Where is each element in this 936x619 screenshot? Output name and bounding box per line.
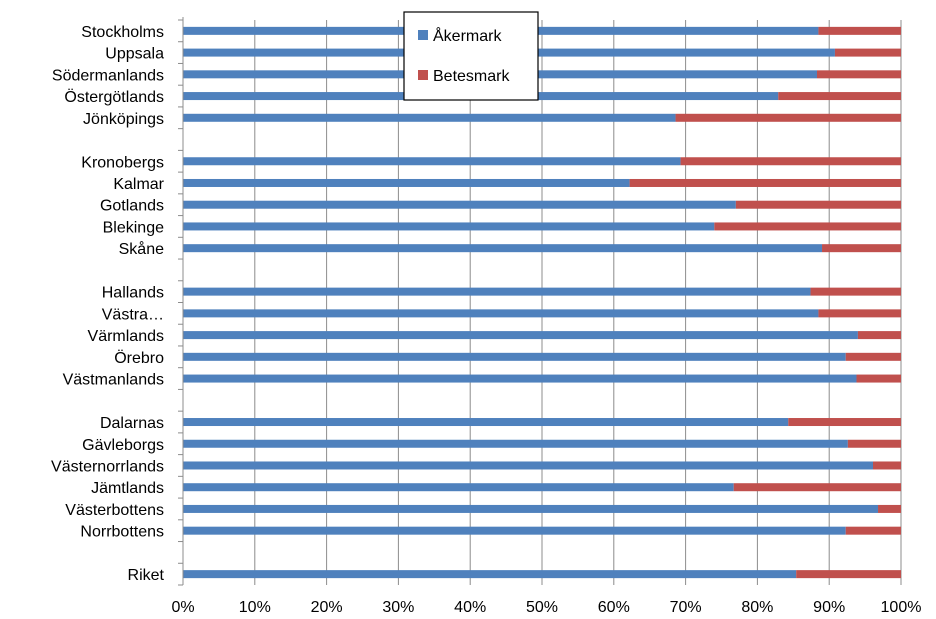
category-label: Värmlands <box>88 328 164 345</box>
category-label: Hallands <box>102 285 164 302</box>
bar-segment <box>796 570 901 578</box>
bar-segment <box>183 157 681 165</box>
legend-label-betesmark: Betesmark <box>433 68 510 85</box>
legend-swatch-akermark <box>418 30 428 40</box>
bar-segment <box>183 309 818 317</box>
bar-segment <box>822 244 901 252</box>
bar-segment <box>183 222 714 230</box>
x-tick-label: 90% <box>813 599 845 616</box>
category-label: Västerbottens <box>65 502 164 519</box>
bar-segment <box>183 114 676 122</box>
category-label: Gotlands <box>100 198 164 215</box>
bar-segment <box>676 114 901 122</box>
category-label: Riket <box>128 567 165 584</box>
bar-segment <box>817 70 901 78</box>
bar-segment <box>183 418 788 426</box>
category-labels: Stockholms Uppsala Södermanlands Östergötla… <box>51 24 165 584</box>
bar-segment <box>848 440 901 448</box>
x-tick-label: 40% <box>454 599 486 616</box>
bar-segment <box>846 353 901 361</box>
bar-segment <box>183 440 848 448</box>
bar-segment <box>183 461 873 469</box>
category-label: Östergötlands <box>64 88 164 106</box>
bar-segment <box>183 527 846 535</box>
legend-box <box>404 12 538 100</box>
bar-segment <box>183 331 858 339</box>
bar-segment <box>856 375 901 383</box>
category-label: Kronobergs <box>81 154 164 171</box>
category-label: Västra… <box>102 306 164 323</box>
x-tick-label: 80% <box>741 599 773 616</box>
bar-segment <box>846 527 901 535</box>
category-label: Uppsala <box>105 46 164 63</box>
category-label: Södermanlands <box>52 67 164 84</box>
category-label: Stockholms <box>81 24 164 41</box>
category-label: Norrbottens <box>80 524 164 541</box>
bar-segment <box>183 353 846 361</box>
bar-segment <box>873 461 901 469</box>
bar-segment <box>714 222 901 230</box>
bar-segment <box>183 483 734 491</box>
x-tick-label: 20% <box>311 599 343 616</box>
bar-segment <box>778 92 901 100</box>
bar-segment <box>788 418 901 426</box>
category-label: Skåne <box>119 240 164 258</box>
gridlines <box>183 20 901 585</box>
category-label: Västmanlands <box>63 372 164 389</box>
axes <box>178 17 183 585</box>
x-tick-label: 10% <box>239 599 271 616</box>
bar-segment <box>811 288 901 296</box>
x-tick-label: 60% <box>598 599 630 616</box>
bar-segment <box>183 375 856 383</box>
bar-segment <box>681 157 901 165</box>
bar-segment <box>183 288 811 296</box>
category-label: Blekinge <box>103 219 164 236</box>
bar-segment <box>183 201 736 209</box>
category-label: Jönköpings <box>83 111 164 128</box>
x-tick-label: 70% <box>670 599 702 616</box>
bar-segment <box>183 244 822 252</box>
bar-segment <box>183 570 796 578</box>
bar-segment <box>878 505 901 513</box>
bar-segment <box>734 483 901 491</box>
x-tick-label: 0% <box>171 599 194 616</box>
bar-segment <box>835 49 901 57</box>
bar-segment <box>183 505 878 513</box>
bar-segment <box>818 309 901 317</box>
category-label: Kalmar <box>113 176 164 193</box>
legend: Åkermark Betesmark <box>404 12 538 100</box>
x-tick-label: 30% <box>382 599 414 616</box>
legend-swatch-betesmark <box>418 70 428 80</box>
category-label: Dalarnas <box>100 415 164 432</box>
category-label: Jämtlands <box>91 480 164 497</box>
x-tick-labels: 0% 10% 20% 30% 40% 50% 60% 70% 80% 90% 100% <box>171 599 921 616</box>
bar-segment <box>818 27 901 35</box>
x-tick-label: 50% <box>526 599 558 616</box>
bar-segment <box>630 179 901 187</box>
category-label: Västernorrlands <box>51 458 164 475</box>
category-label: Örebro <box>114 349 164 367</box>
bar-segment <box>858 331 901 339</box>
x-tick-label: 100% <box>881 599 922 616</box>
bar-segment <box>736 201 901 209</box>
category-label: Gävleborgs <box>82 437 164 454</box>
legend-label-akermark: Åkermark <box>433 26 502 45</box>
bar-segment <box>183 179 630 187</box>
